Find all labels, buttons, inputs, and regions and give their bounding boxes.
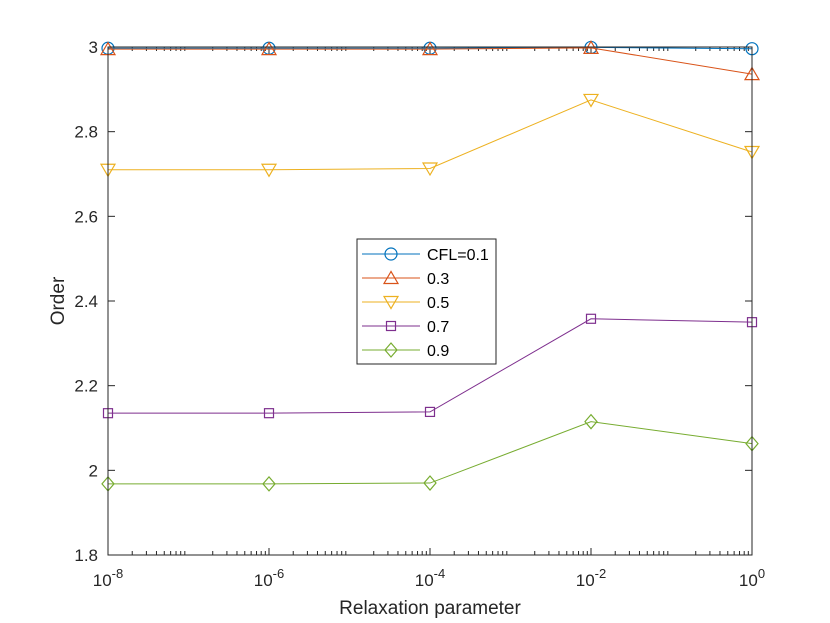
data-point <box>260 163 278 178</box>
data-point <box>582 93 600 108</box>
legend-item: CFL=0.1 <box>362 247 489 264</box>
series-line <box>108 47 753 75</box>
legend-label: 0.9 <box>427 343 449 360</box>
data-point <box>585 313 597 324</box>
x-tick-label: 10-4 <box>415 566 445 590</box>
y-tick-label: 2.4 <box>74 292 98 311</box>
y-axis-label: Order <box>48 276 69 325</box>
legend: CFL=0.1 0.3 0.5 0.7 0.9 <box>356 238 497 365</box>
legend-marker <box>384 247 398 261</box>
x-tick-label: 10-2 <box>576 566 606 590</box>
data-point <box>423 475 437 491</box>
legend-marker <box>385 320 397 332</box>
series-line <box>108 99 753 171</box>
legend-item: 0.7 <box>362 319 449 336</box>
data-point <box>263 408 275 419</box>
x-axis-label: Relaxation parameter <box>339 598 521 619</box>
y-tick-labels: 1.8 2 2.2 2.4 2.6 2.8 3 <box>74 38 98 565</box>
data-point <box>421 41 439 56</box>
legend-marker <box>382 270 400 285</box>
legend-item: 0.5 <box>362 295 449 312</box>
legend-label: 0.3 <box>427 271 449 288</box>
legend-marker <box>384 342 398 358</box>
x-tick-labels: 10-8 10-6 10-4 10-2 100 <box>93 566 765 590</box>
data-point <box>421 162 439 177</box>
data-point <box>260 41 278 56</box>
series-line <box>108 46 753 50</box>
legend-label: CFL=0.1 <box>427 247 489 264</box>
y-tick-label: 3 <box>89 38 98 57</box>
y-tick-label: 2.8 <box>74 123 98 142</box>
series-line <box>108 318 753 414</box>
legend-label: 0.5 <box>427 295 449 312</box>
y-tick-label: 2.2 <box>74 377 98 396</box>
x-tick-label: 100 <box>739 566 765 590</box>
series-layer <box>99 40 761 492</box>
y-tick-label: 2 <box>89 461 98 480</box>
y-tick-label: 2.6 <box>74 207 98 226</box>
series-line <box>108 421 753 485</box>
x-tick-label: 10-8 <box>93 566 123 590</box>
legend-item: 0.9 <box>362 342 449 360</box>
data-point <box>424 406 436 418</box>
y-tick-label: 1.8 <box>74 546 98 565</box>
legend-item: 0.3 <box>362 270 449 288</box>
series-5 <box>101 413 759 492</box>
data-point <box>262 475 276 492</box>
x-tick-label: 10-6 <box>254 566 284 590</box>
plot-frame <box>107 46 753 556</box>
legend-marker <box>382 295 400 310</box>
legend-label: 0.7 <box>427 319 449 336</box>
data-point <box>584 413 598 430</box>
